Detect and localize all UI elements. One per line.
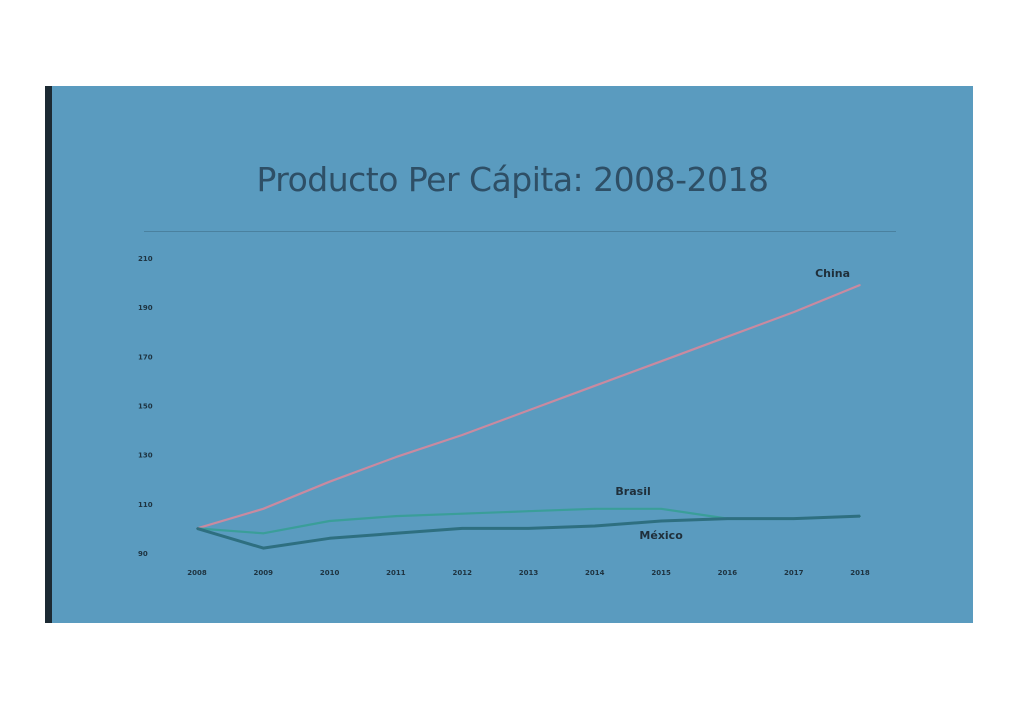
data-point: [262, 507, 265, 510]
data-point: [395, 532, 397, 535]
series-line-china: [196, 283, 861, 530]
data-point: [328, 537, 331, 540]
data-point: [594, 507, 596, 510]
x-tick-label: 2016: [718, 569, 738, 577]
data-point: [395, 515, 397, 517]
data-point: [262, 547, 265, 549]
data-point: [527, 527, 530, 530]
data-point: [594, 385, 596, 387]
y-tick-label: 170: [138, 353, 153, 361]
data-point: [792, 517, 795, 520]
data-point: [527, 409, 530, 412]
line-chart: 90 110 130 150 170 190 210 2008 2009 2010 2011 2012…: [138, 255, 870, 577]
series-label-brasil: Brasil: [615, 485, 650, 498]
y-tick-label: 90: [138, 550, 148, 558]
presentation-slide: Producto Per Cápita: 2008-2018 90 110 130 1…: [45, 86, 973, 623]
data-point: [660, 360, 662, 363]
x-tick-label: 2012: [452, 569, 472, 577]
data-point: [527, 510, 530, 513]
x-tick-label: 2011: [386, 569, 406, 577]
data-point: [461, 512, 464, 515]
chart-title: Producto Per Cápita: 2008-2018: [256, 160, 769, 199]
x-tick-label: 2013: [519, 569, 539, 577]
series-label-méxico: México: [639, 529, 683, 542]
data-point: [859, 515, 861, 517]
x-tick-label: 2018: [850, 569, 870, 577]
y-tick-label: 210: [138, 255, 153, 263]
data-point: [328, 520, 331, 522]
data-point: [726, 335, 729, 338]
data-point: [660, 507, 662, 510]
data-point: [660, 520, 662, 522]
x-tick-label: 2008: [187, 569, 207, 577]
data-point: [461, 527, 464, 530]
data-point: [726, 517, 729, 520]
series-label-china: China: [815, 267, 850, 280]
data-point: [196, 527, 198, 530]
x-tick-label: 2010: [320, 569, 340, 577]
data-point: [395, 456, 397, 458]
data-point: [328, 480, 331, 483]
y-tick-label: 190: [138, 304, 153, 312]
data-point: [859, 284, 861, 286]
data-point: [461, 434, 464, 436]
data-point: [594, 525, 596, 527]
data-point: [792, 311, 795, 313]
y-tick-label: 130: [138, 452, 153, 460]
x-tick-label: 2017: [784, 569, 804, 577]
x-tick-label: 2009: [254, 569, 274, 577]
y-tick-label: 150: [138, 403, 153, 411]
y-tick-label: 110: [138, 501, 153, 509]
x-tick-label: 2015: [651, 569, 671, 577]
x-tick-label: 2014: [585, 569, 605, 577]
series-line-méxico: [196, 514, 861, 550]
data-point: [262, 532, 265, 535]
title-divider: [144, 231, 896, 232]
